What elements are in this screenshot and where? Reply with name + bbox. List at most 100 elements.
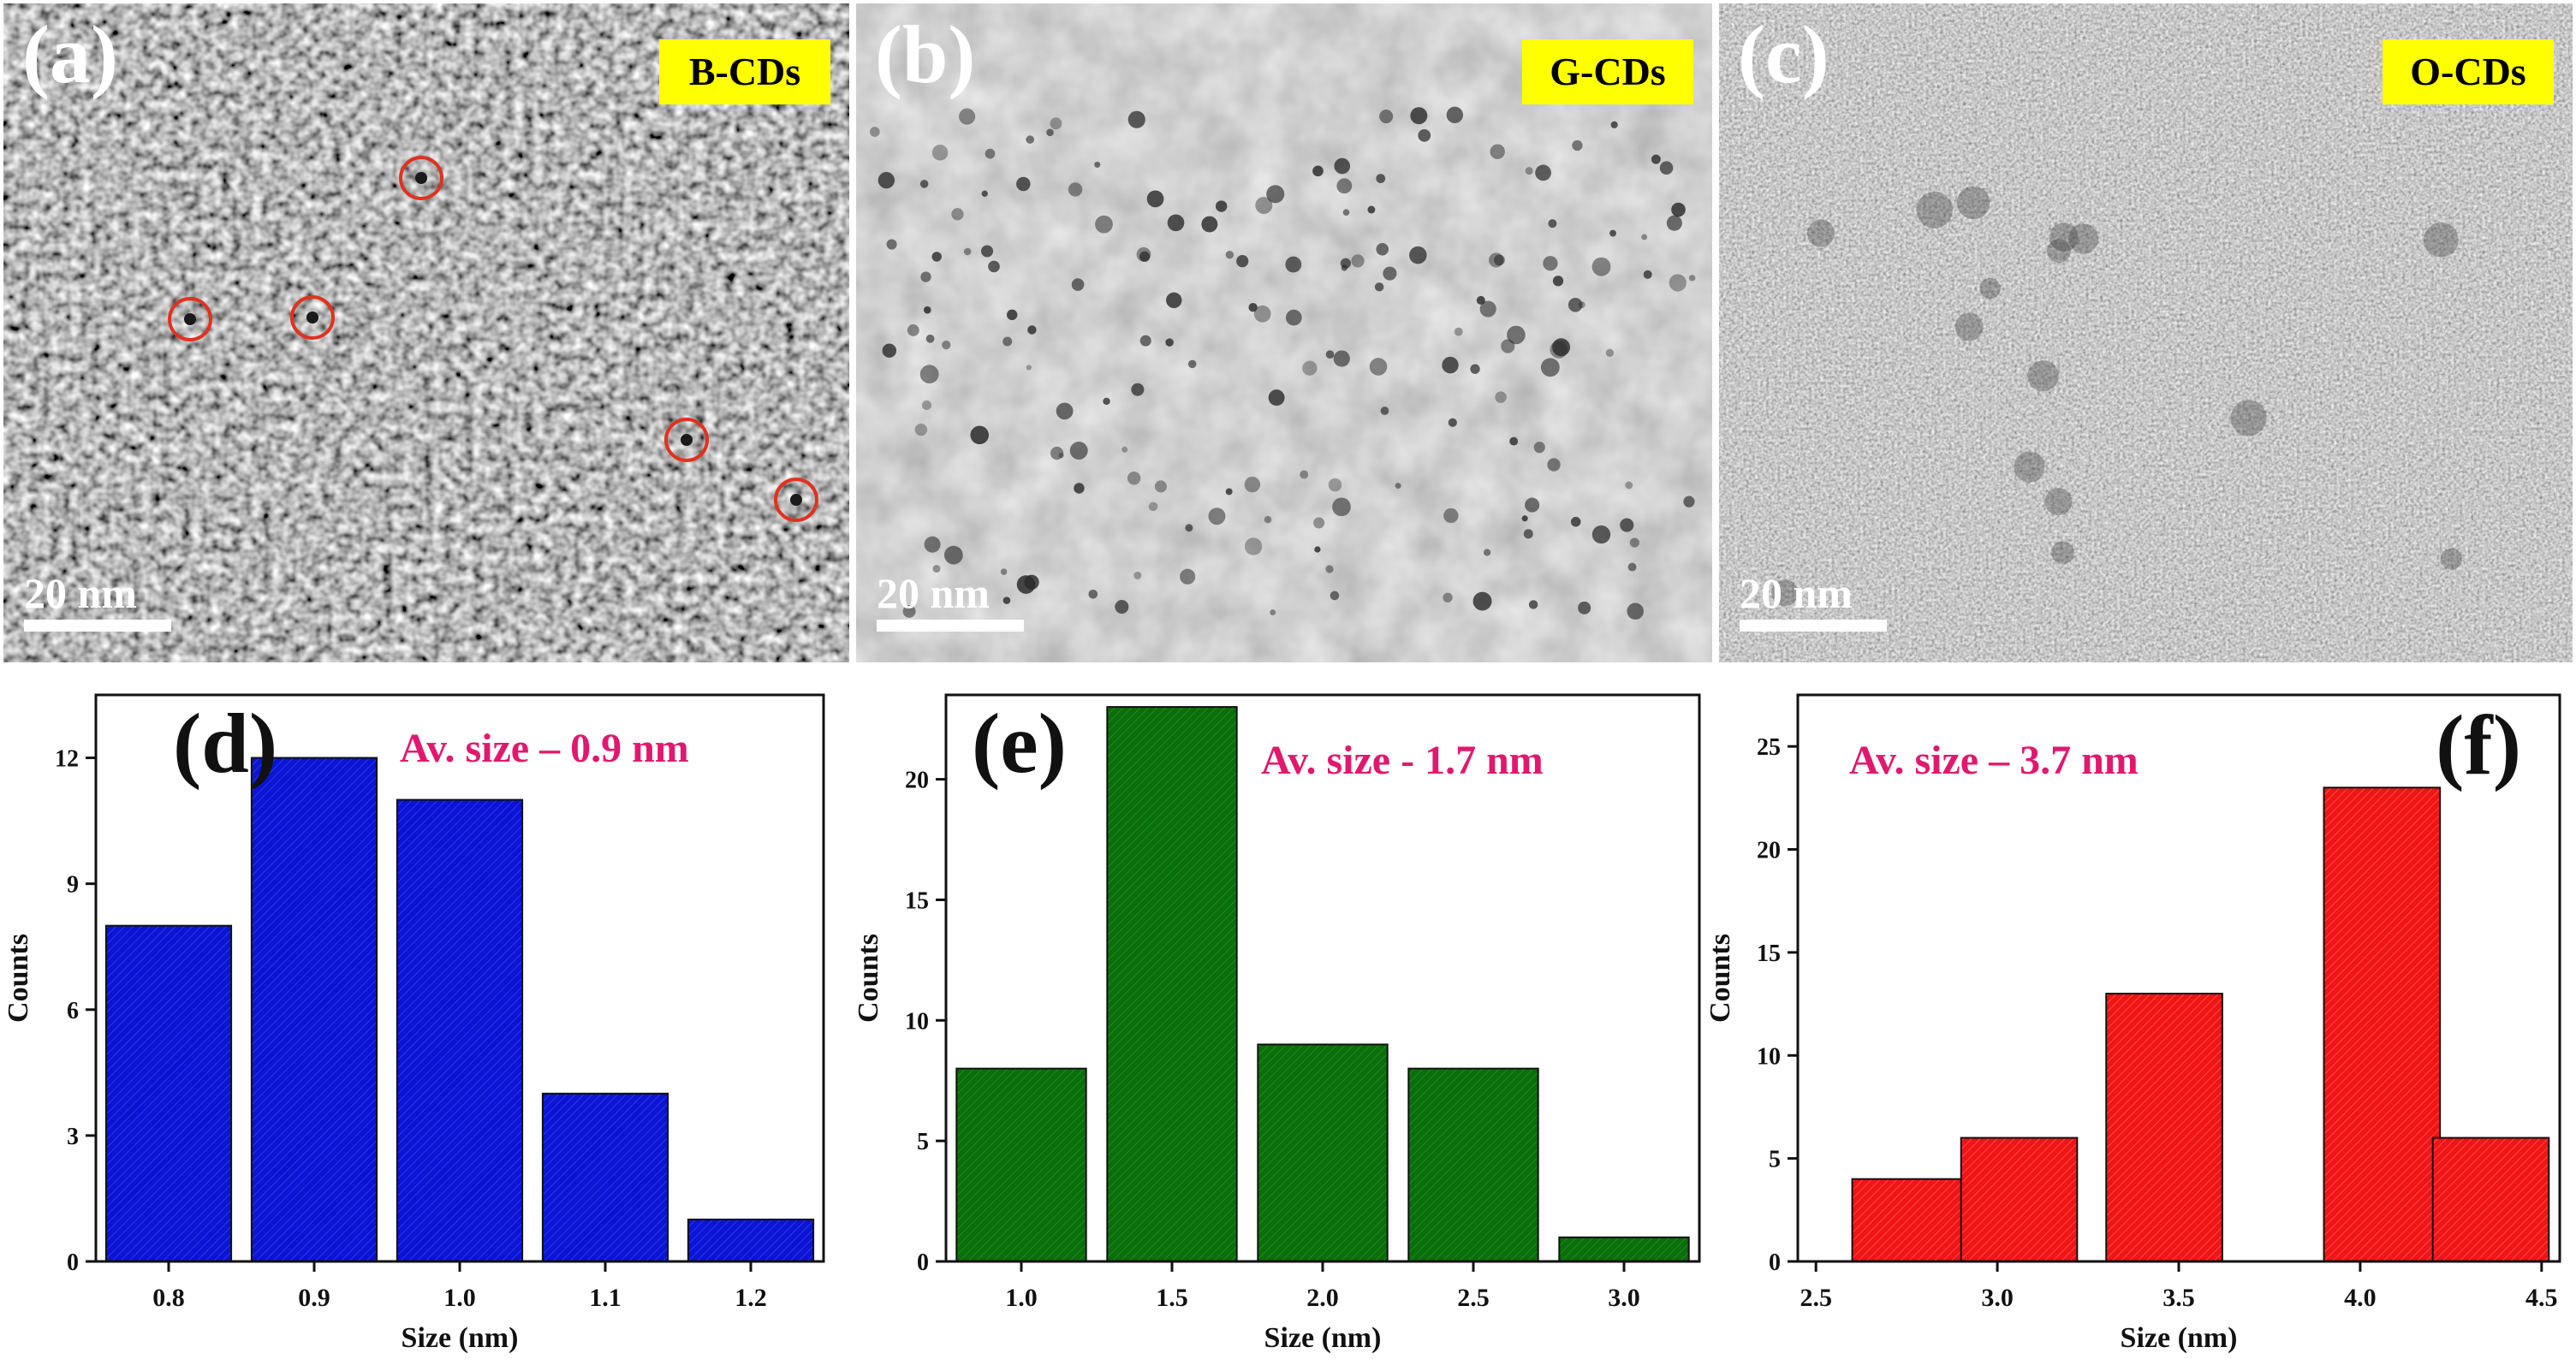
y-tick-label: 10 [1757,1043,1781,1070]
nanoparticle [1578,301,1585,308]
nanoparticle [1369,358,1388,376]
nanoparticle [1248,302,1258,312]
nanoparticle [1470,364,1480,374]
nanoparticle [1187,359,1197,369]
nanoparticle [1609,229,1616,237]
x-tick-label: 1.0 [443,1284,476,1312]
nanoparticle [1383,266,1397,281]
y-tick-label: 0 [1769,1249,1781,1276]
x-tick-label: 1.5 [1156,1284,1188,1312]
nanoparticle [1666,215,1682,231]
nanoparticle [932,565,941,573]
nanoparticle [914,423,928,436]
nanoparticle [1643,270,1652,279]
nanoparticle [1979,277,2001,300]
nanoparticle [1625,481,1633,490]
nanoparticle [1916,192,1954,228]
bar [1558,1236,1690,1263]
nanoparticle [1409,246,1427,264]
nanoparticle [921,400,932,411]
scale-bar [24,620,171,632]
panel-letter: (e) [972,696,1067,791]
nanoparticle [1483,549,1491,556]
nanoparticle [1476,295,1485,305]
x-axis-label: Size (nm) [402,1322,519,1354]
nanoparticle [1651,154,1661,164]
nanoparticle [1266,185,1285,204]
nanoparticle [681,434,693,446]
y-tick-label: 15 [1757,941,1781,967]
y-tick-label: 5 [1769,1147,1781,1173]
nanoparticle [981,245,994,258]
nanoparticle [1535,164,1551,181]
x-tick-label: 4.5 [2525,1284,2558,1312]
x-tick-label: 3.0 [1981,1284,2014,1312]
nanoparticle [931,252,942,262]
nanoparticle [1568,297,1583,312]
x-tick-label: 3.5 [2163,1284,2195,1312]
nanoparticle [1046,128,1054,137]
nanoparticle [2051,541,2074,565]
nanoparticle [1225,251,1234,259]
y-tick-label: 6 [67,998,79,1024]
y-tick-label: 20 [1757,838,1781,864]
nanoparticle [1479,300,1496,317]
y-axis-label: Counts [853,934,884,1023]
y-tick-label: 25 [1757,734,1781,761]
nanoparticle [1002,336,1013,347]
nanoparticle [1330,590,1340,601]
nanoparticle [1167,214,1185,232]
nanoparticle [1133,571,1142,579]
nanoparticle [1334,157,1351,175]
nanoparticle [1285,256,1302,273]
nanoparticle [1056,402,1074,420]
nanoparticle [1088,589,1098,599]
nanoparticle [2068,223,2099,254]
nanoparticle [1071,278,1085,291]
bar [1257,1043,1389,1263]
nanoparticle [959,108,976,125]
bar [2431,1136,2550,1262]
nanoparticle [1285,309,1302,326]
nanoparticle [306,312,318,323]
nanoparticle [1367,205,1376,214]
bar [2105,993,2223,1263]
nanoparticle [1325,350,1335,359]
tem-panel-c: (c) O-CDs 20 nm [1719,3,2573,662]
nanoparticle [943,545,963,565]
nanoparticle [1002,596,1011,604]
nanoparticle [1253,305,1271,323]
tem-micrograph [1719,3,2573,662]
nanoparticle [1328,478,1342,492]
x-tick-label: 2.5 [1457,1284,1490,1312]
x-tick-label: 2.0 [1306,1284,1339,1312]
nanoparticle [951,208,964,221]
nanoparticle [1448,418,1457,427]
nanoparticle [920,271,931,282]
nanoparticle [1333,350,1350,367]
bar [1407,1067,1539,1263]
nanoparticle [1074,483,1085,494]
nanoparticle [1006,309,1018,321]
nanoparticle [1244,537,1263,555]
nanoparticle [1236,255,1249,268]
nanoparticle [1570,516,1581,527]
nanoparticle [1688,275,1696,282]
nanoparticle [919,180,929,188]
nanoparticle [1314,546,1321,553]
y-tick-label: 0 [917,1249,929,1276]
nanoparticle [1208,507,1226,525]
nanoparticle [2440,548,2463,570]
nanoparticle [1127,110,1145,128]
nanoparticle [1332,497,1351,517]
nanoparticle [1410,107,1428,125]
nanoparticle [1165,338,1174,347]
nanoparticle [1578,601,1591,614]
nanoparticle [985,148,996,159]
nanoparticle [1185,524,1193,532]
nanoparticle [1325,565,1334,573]
nanoparticle [1026,135,1035,144]
tem-micrograph [856,3,1712,662]
nanoparticle [1521,515,1528,522]
nanoparticle [1525,497,1540,513]
